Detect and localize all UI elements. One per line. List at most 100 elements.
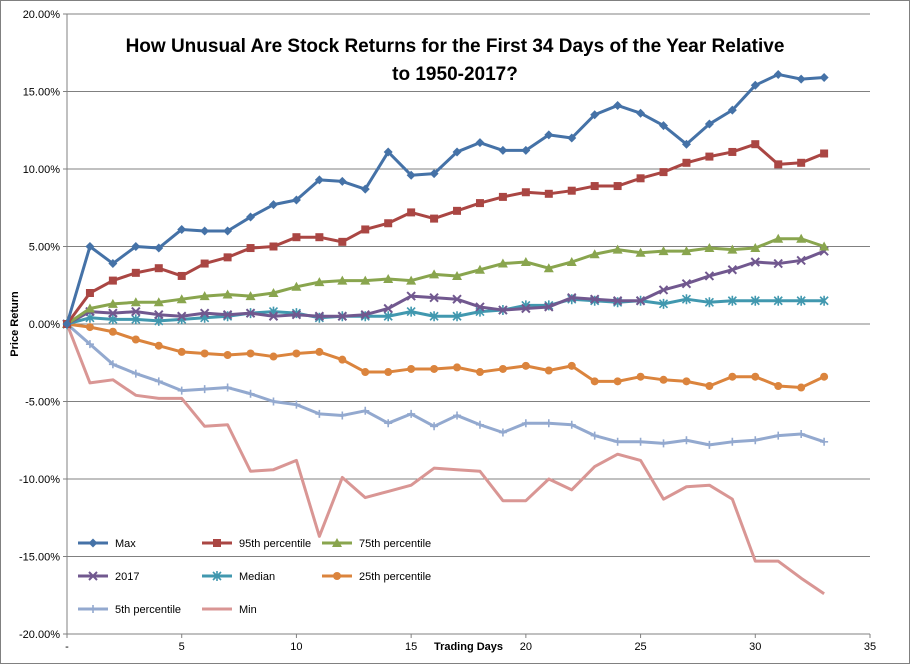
- data-point: [704, 297, 714, 308]
- x-tick-label: 5: [179, 641, 185, 653]
- data-point: [636, 372, 645, 381]
- data-point: [705, 382, 714, 390]
- data-point: [314, 277, 325, 287]
- data-point: [452, 270, 463, 280]
- data-point: [338, 355, 347, 364]
- series-25th-percentile: [63, 320, 829, 392]
- data-point: [773, 233, 784, 243]
- data-point: [245, 291, 256, 301]
- data-point: [727, 244, 738, 254]
- data-point: [314, 175, 324, 185]
- data-point: [246, 212, 256, 222]
- y-tick-label: -5.00%: [25, 397, 60, 409]
- legend-label: Max: [115, 538, 136, 550]
- chart-title-line: How Unusual Are Stock Returns for the Fi…: [126, 36, 785, 57]
- data-point: [498, 192, 507, 201]
- data-point: [383, 274, 394, 284]
- data-point: [130, 297, 141, 307]
- data-point: [521, 188, 530, 197]
- data-point: [452, 294, 462, 304]
- legend-label: 75th percentile: [359, 538, 431, 550]
- x-tick-label: 20: [520, 641, 532, 653]
- data-point: [681, 278, 692, 289]
- data-point: [200, 259, 209, 268]
- data-point: [567, 361, 576, 370]
- data-point: [430, 422, 439, 431]
- series-line: [66, 297, 825, 326]
- data-point: [544, 419, 553, 428]
- data-point: [429, 169, 439, 179]
- data-point: [497, 258, 508, 268]
- data-point: [704, 271, 715, 281]
- data-point: [613, 182, 622, 191]
- data-point: [361, 225, 370, 234]
- data-point: [213, 539, 221, 547]
- y-tick-label: -15.00%: [19, 552, 60, 564]
- data-point: [544, 130, 554, 140]
- legend-label: Min: [239, 604, 257, 616]
- y-tick-label: 20.00%: [23, 9, 61, 21]
- data-point: [292, 400, 301, 409]
- data-point: [681, 294, 692, 305]
- data-point: [131, 268, 140, 277]
- y-axis-title: Price Return: [9, 291, 21, 357]
- data-point: [704, 119, 714, 129]
- data-point: [108, 308, 118, 318]
- data-point: [774, 160, 783, 169]
- data-point: [453, 411, 462, 420]
- data-point: [796, 74, 806, 84]
- data-point: [199, 308, 210, 318]
- data-point: [85, 340, 94, 349]
- data-point: [222, 289, 233, 299]
- data-point: [177, 347, 186, 356]
- data-point: [727, 295, 737, 306]
- data-point: [796, 295, 806, 306]
- legend-item: 5th percentile: [78, 604, 181, 616]
- data-point: [636, 174, 645, 183]
- data-point: [245, 308, 256, 318]
- data-point: [612, 296, 623, 306]
- data-point: [820, 437, 829, 446]
- data-point: [154, 377, 163, 386]
- data-point: [681, 139, 691, 149]
- data-point: [453, 363, 462, 372]
- data-point: [291, 195, 301, 205]
- data-point: [589, 294, 600, 304]
- data-point: [566, 257, 577, 266]
- data-point: [430, 364, 439, 373]
- data-point: [407, 208, 416, 217]
- legend-item: Min: [202, 604, 257, 616]
- data-point: [659, 375, 668, 384]
- y-tick-label: 10.00%: [23, 164, 61, 176]
- data-point: [177, 271, 186, 280]
- data-point: [430, 214, 439, 223]
- x-axis-title: Trading Days: [434, 641, 503, 653]
- data-point: [728, 437, 737, 446]
- legend-item: 25th percentile: [322, 571, 431, 583]
- data-point: [108, 360, 117, 369]
- data-point: [727, 105, 737, 115]
- x-tick-label: 25: [634, 641, 646, 653]
- data-point: [659, 121, 669, 131]
- data-point: [590, 110, 600, 120]
- data-point: [338, 237, 347, 246]
- legend-label: 95th percentile: [239, 538, 311, 550]
- data-point: [131, 314, 141, 325]
- data-point: [751, 436, 760, 445]
- data-point: [613, 377, 622, 386]
- data-point: [383, 303, 393, 314]
- x-tick-label: 10: [290, 641, 302, 653]
- legend-item: 95th percentile: [202, 538, 311, 550]
- data-point: [223, 226, 233, 236]
- data-point: [292, 349, 301, 358]
- data-point: [333, 572, 341, 580]
- series-line: [65, 142, 825, 325]
- data-point: [705, 440, 714, 449]
- data-point: [590, 431, 599, 440]
- data-point: [383, 311, 393, 322]
- data-point: [154, 309, 164, 320]
- data-point: [360, 275, 371, 285]
- series-group: [62, 69, 830, 595]
